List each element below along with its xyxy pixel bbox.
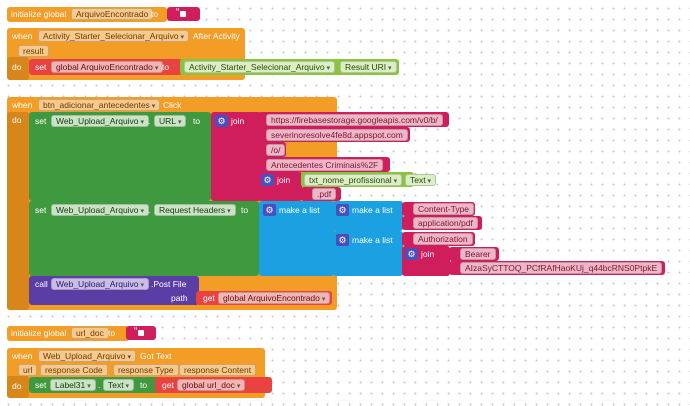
- do-bar: [7, 112, 29, 310]
- mutator-gear-icon[interactable]: ⚙: [336, 234, 349, 246]
- src-component-dropdown[interactable]: Activity_Starter_Selecionar_Arquivo: [184, 61, 336, 73]
- dot-label: .: [98, 380, 101, 390]
- mutator-gear-icon[interactable]: ⚙: [405, 248, 418, 260]
- quote-icon: [132, 326, 146, 340]
- component-dropdown[interactable]: Activity_Starter_Selecionar_Arquivo: [38, 30, 190, 42]
- component-dropdown[interactable]: Web_Upload_Arquivo: [38, 350, 137, 362]
- global-var-dropdown[interactable]: global ArquivoEncontrado: [218, 292, 331, 304]
- global-name-field[interactable]: url_doc: [71, 327, 109, 339]
- event-label: Got Text: [140, 351, 172, 361]
- global-var-dropdown[interactable]: global ArquivoEncontrado: [51, 61, 164, 73]
- set-label: set: [35, 380, 47, 390]
- event-label: Click: [163, 100, 182, 110]
- property-dropdown[interactable]: URL: [154, 115, 187, 127]
- do-label: do: [12, 115, 22, 125]
- do-bar: [7, 376, 29, 398]
- mutator-gear-icon[interactable]: ⚙: [263, 204, 276, 216]
- param-response-type[interactable]: response Type: [113, 364, 179, 376]
- param-result[interactable]: result: [18, 45, 49, 57]
- to-label: to: [241, 205, 249, 215]
- to-label: to: [162, 62, 170, 72]
- initialize-global-label: initialize global: [11, 328, 67, 338]
- when-label: when: [12, 351, 33, 361]
- text-folder[interactable]: Antecedentes Criminais%2F: [266, 159, 384, 171]
- join-label: join: [277, 175, 291, 185]
- param-path-label: path: [171, 293, 188, 303]
- when-label: when: [12, 31, 33, 41]
- global-name-field[interactable]: ArquivoEncontrado: [71, 8, 154, 20]
- make-a-list-label: make a list: [279, 205, 320, 215]
- to-label: to: [140, 380, 148, 390]
- to-label: to: [108, 328, 116, 338]
- get-label: get: [203, 293, 215, 303]
- component-dropdown[interactable]: btn_adicionar_antecedentes: [38, 99, 161, 111]
- text-o-path[interactable]: /o/: [266, 144, 286, 156]
- quote-icon: [174, 7, 188, 21]
- component-dropdown[interactable]: Web_Upload_Arquivo: [51, 115, 150, 127]
- get-label: get: [162, 380, 174, 390]
- param-response-code[interactable]: response Code: [40, 364, 108, 376]
- set-label: set: [35, 205, 47, 215]
- dot-label: .: [148, 205, 151, 215]
- dot-label: .: [148, 116, 151, 126]
- mutator-gear-icon[interactable]: ⚙: [336, 204, 349, 216]
- component-dropdown[interactable]: Label31: [50, 379, 96, 391]
- textbox-component-dropdown[interactable]: txt_nome_profissional: [304, 174, 403, 186]
- text-url-base[interactable]: https://firebasestorage.googleapis.com/v…: [266, 114, 443, 126]
- src-property-dropdown[interactable]: Result URI: [340, 61, 397, 73]
- param-response-content[interactable]: response Content: [179, 364, 257, 376]
- text-api-token[interactable]: AIzaSyCTTOQ_PCfRAfHaoKUj_q44bcRNS0PtpkE: [460, 262, 663, 274]
- text-bucket[interactable]: severinoresolve4fe8d.appspot.com: [266, 129, 408, 141]
- make-a-list-label: make a list: [352, 235, 393, 245]
- event-label: After Activity: [193, 31, 240, 41]
- text-content-type[interactable]: Content-Type: [413, 203, 475, 215]
- when-label: when: [12, 100, 33, 110]
- mutator-gear-icon[interactable]: ⚙: [261, 174, 274, 186]
- param-url[interactable]: url: [18, 364, 38, 376]
- textbox-property-dropdown[interactable]: Text: [405, 174, 437, 186]
- method-label: .Post File: [151, 279, 187, 289]
- component-dropdown[interactable]: Web_Upload_Arquivo: [51, 278, 150, 290]
- component-dropdown[interactable]: Web_Upload_Arquivo: [51, 204, 150, 216]
- text-application-pdf[interactable]: application/pdf: [413, 217, 478, 229]
- set-label: set: [35, 62, 47, 72]
- text-pdf-ext[interactable]: .pdf: [312, 188, 337, 200]
- initialize-global-label: initialize global: [11, 9, 67, 19]
- call-label: call: [35, 279, 48, 289]
- text-authorization[interactable]: Authorization: [413, 233, 473, 245]
- to-label: to: [193, 116, 201, 126]
- join-label: join: [231, 116, 245, 126]
- global-var-dropdown[interactable]: global url_doc: [177, 379, 246, 391]
- text-bearer[interactable]: Bearer: [460, 248, 496, 260]
- property-dropdown[interactable]: Text: [103, 379, 135, 391]
- do-label: do: [12, 62, 22, 72]
- do-bar: [7, 57, 29, 80]
- join-label: join: [421, 249, 435, 259]
- mutator-gear-icon[interactable]: ⚙: [215, 115, 228, 127]
- make-a-list-label: make a list: [352, 205, 393, 215]
- do-label: do: [12, 381, 22, 391]
- to-label: to: [151, 9, 159, 19]
- property-dropdown[interactable]: Request Headers: [154, 204, 236, 216]
- set-label: set: [35, 116, 47, 126]
